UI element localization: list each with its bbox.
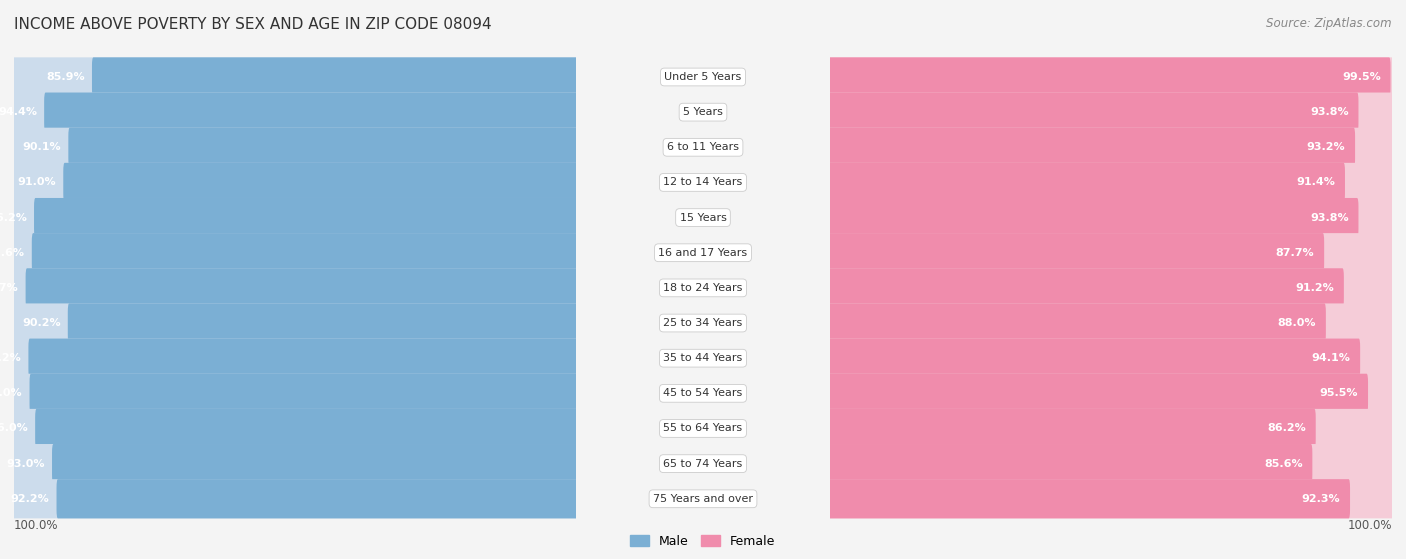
FancyBboxPatch shape (44, 93, 578, 132)
FancyBboxPatch shape (828, 339, 1360, 378)
FancyBboxPatch shape (828, 479, 1393, 518)
FancyBboxPatch shape (56, 479, 578, 518)
FancyBboxPatch shape (828, 58, 1391, 97)
Text: INCOME ABOVE POVERTY BY SEX AND AGE IN ZIP CODE 08094: INCOME ABOVE POVERTY BY SEX AND AGE IN Z… (14, 17, 492, 32)
Text: 16 and 17 Years: 16 and 17 Years (658, 248, 748, 258)
FancyBboxPatch shape (13, 233, 578, 272)
Text: 93.0%: 93.0% (7, 458, 45, 468)
FancyBboxPatch shape (828, 127, 1355, 167)
FancyBboxPatch shape (828, 304, 1326, 343)
Text: 95.5%: 95.5% (1320, 389, 1358, 399)
Text: 96.6%: 96.6% (0, 248, 25, 258)
Text: Under 5 Years: Under 5 Years (665, 72, 741, 82)
Text: 100.0%: 100.0% (1347, 519, 1392, 532)
FancyBboxPatch shape (13, 268, 578, 307)
Text: 94.1%: 94.1% (1312, 353, 1350, 363)
Text: 93.2%: 93.2% (1306, 143, 1346, 152)
FancyBboxPatch shape (828, 198, 1358, 237)
Text: 93.8%: 93.8% (1310, 212, 1348, 222)
Text: 55 to 64 Years: 55 to 64 Years (664, 424, 742, 433)
FancyBboxPatch shape (13, 198, 578, 237)
FancyBboxPatch shape (13, 127, 578, 167)
FancyBboxPatch shape (828, 444, 1393, 483)
FancyBboxPatch shape (30, 374, 578, 413)
Text: 90.1%: 90.1% (22, 143, 62, 152)
FancyBboxPatch shape (828, 233, 1324, 272)
FancyBboxPatch shape (63, 163, 578, 202)
FancyBboxPatch shape (828, 233, 1393, 272)
FancyBboxPatch shape (28, 339, 578, 378)
FancyBboxPatch shape (13, 93, 578, 132)
Text: 91.2%: 91.2% (1295, 283, 1334, 293)
FancyBboxPatch shape (32, 233, 578, 272)
FancyBboxPatch shape (13, 58, 578, 97)
Text: 96.2%: 96.2% (0, 212, 27, 222)
FancyBboxPatch shape (13, 479, 578, 518)
Text: 97.7%: 97.7% (0, 283, 18, 293)
Text: 18 to 24 Years: 18 to 24 Years (664, 283, 742, 293)
Text: 93.8%: 93.8% (1310, 107, 1348, 117)
FancyBboxPatch shape (828, 268, 1393, 307)
Text: 15 Years: 15 Years (679, 212, 727, 222)
FancyBboxPatch shape (69, 127, 578, 167)
FancyBboxPatch shape (34, 198, 578, 237)
Text: 85.9%: 85.9% (46, 72, 84, 82)
FancyBboxPatch shape (828, 163, 1346, 202)
Text: 90.2%: 90.2% (22, 318, 60, 328)
FancyBboxPatch shape (13, 444, 578, 483)
FancyBboxPatch shape (13, 304, 578, 343)
Text: 12 to 14 Years: 12 to 14 Years (664, 177, 742, 187)
FancyBboxPatch shape (52, 444, 578, 483)
Text: 6 to 11 Years: 6 to 11 Years (666, 143, 740, 152)
Text: 88.0%: 88.0% (1278, 318, 1316, 328)
Text: 99.5%: 99.5% (1341, 72, 1381, 82)
FancyBboxPatch shape (828, 163, 1393, 202)
Text: 35 to 44 Years: 35 to 44 Years (664, 353, 742, 363)
Text: 65 to 74 Years: 65 to 74 Years (664, 458, 742, 468)
FancyBboxPatch shape (25, 268, 578, 307)
Text: Source: ZipAtlas.com: Source: ZipAtlas.com (1267, 17, 1392, 30)
FancyBboxPatch shape (828, 409, 1393, 448)
FancyBboxPatch shape (67, 304, 578, 343)
FancyBboxPatch shape (828, 93, 1358, 132)
Text: 97.2%: 97.2% (0, 353, 21, 363)
Text: 100.0%: 100.0% (14, 519, 59, 532)
Text: 87.7%: 87.7% (1275, 248, 1315, 258)
Text: 85.6%: 85.6% (1264, 458, 1302, 468)
Text: 94.4%: 94.4% (0, 107, 37, 117)
FancyBboxPatch shape (828, 479, 1350, 518)
Text: 92.3%: 92.3% (1302, 494, 1340, 504)
Text: 86.2%: 86.2% (1267, 424, 1306, 433)
Text: 5 Years: 5 Years (683, 107, 723, 117)
Text: 92.2%: 92.2% (11, 494, 49, 504)
FancyBboxPatch shape (828, 93, 1393, 132)
Text: 91.0%: 91.0% (18, 177, 56, 187)
FancyBboxPatch shape (828, 268, 1344, 307)
Text: 96.0%: 96.0% (0, 424, 28, 433)
FancyBboxPatch shape (91, 58, 578, 97)
Text: 97.0%: 97.0% (0, 389, 22, 399)
Text: 91.4%: 91.4% (1296, 177, 1336, 187)
FancyBboxPatch shape (828, 339, 1393, 378)
FancyBboxPatch shape (13, 374, 578, 413)
FancyBboxPatch shape (828, 127, 1393, 167)
FancyBboxPatch shape (828, 58, 1393, 97)
FancyBboxPatch shape (828, 409, 1316, 448)
Text: 25 to 34 Years: 25 to 34 Years (664, 318, 742, 328)
Legend: Male, Female: Male, Female (626, 530, 780, 553)
FancyBboxPatch shape (828, 374, 1368, 413)
Text: 75 Years and over: 75 Years and over (652, 494, 754, 504)
Text: 45 to 54 Years: 45 to 54 Years (664, 389, 742, 399)
FancyBboxPatch shape (35, 409, 578, 448)
FancyBboxPatch shape (828, 304, 1393, 343)
FancyBboxPatch shape (13, 339, 578, 378)
FancyBboxPatch shape (828, 374, 1393, 413)
FancyBboxPatch shape (13, 163, 578, 202)
FancyBboxPatch shape (828, 198, 1393, 237)
FancyBboxPatch shape (828, 444, 1312, 483)
FancyBboxPatch shape (13, 409, 578, 448)
